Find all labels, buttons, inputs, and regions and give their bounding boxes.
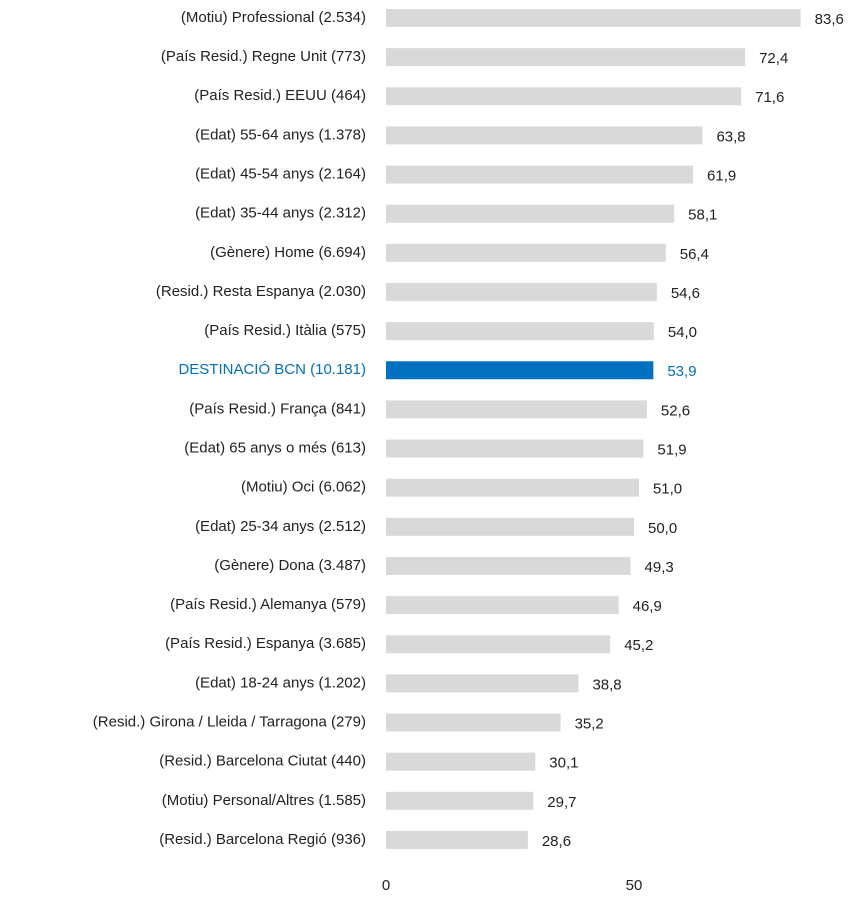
value-label: 45,2 bbox=[624, 637, 653, 654]
value-label: 28,6 bbox=[542, 833, 571, 850]
x-tick-label: 50 bbox=[626, 877, 643, 894]
value-label: 38,8 bbox=[592, 676, 621, 693]
value-label: 72,4 bbox=[759, 50, 788, 67]
y-tick-label: (Edat) 65 anys o més (613) bbox=[184, 440, 366, 457]
y-tick-label: (Resid.) Girona / Lleida / Tarragona (27… bbox=[93, 713, 366, 730]
bar bbox=[386, 791, 534, 810]
y-tick-label: (Motiu) Professional (2.534) bbox=[181, 9, 366, 26]
y-tick-label: (País Resid.) Espanya (3.685) bbox=[165, 635, 366, 652]
y-tick-label: (Gènere) Dona (3.487) bbox=[214, 557, 366, 574]
bar bbox=[386, 713, 561, 732]
bar bbox=[386, 126, 703, 145]
value-label: 54,0 bbox=[668, 324, 697, 341]
y-tick-label: (País Resid.) Regne Unit (773) bbox=[161, 48, 366, 65]
bar bbox=[386, 243, 666, 262]
y-tick-label: (País Resid.) EEUU (464) bbox=[194, 87, 366, 104]
value-label: 56,4 bbox=[680, 246, 709, 263]
value-label: 35,2 bbox=[575, 715, 604, 732]
y-tick-label: (País Resid.) França (841) bbox=[189, 400, 366, 417]
y-tick-label: (Gènere) Home (6.694) bbox=[210, 244, 366, 261]
value-label: 30,1 bbox=[549, 755, 578, 772]
value-label: 51,9 bbox=[657, 442, 686, 459]
y-tick-label: (Motiu) Oci (6.062) bbox=[241, 479, 366, 496]
value-label: 58,1 bbox=[688, 207, 717, 224]
value-label: 46,9 bbox=[633, 598, 662, 615]
bar bbox=[386, 517, 634, 536]
value-label: 52,6 bbox=[661, 402, 690, 419]
bar bbox=[386, 400, 647, 419]
bar bbox=[386, 439, 644, 458]
y-tick-label: (País Resid.) Alemanya (579) bbox=[170, 596, 366, 613]
value-label: 71,6 bbox=[755, 89, 784, 106]
bar bbox=[386, 830, 528, 849]
x-tick-label: 0 bbox=[382, 877, 390, 894]
bar bbox=[386, 635, 611, 654]
bar bbox=[386, 204, 675, 223]
y-tick-label: (País Resid.) Itàlia (575) bbox=[204, 322, 366, 339]
bar bbox=[386, 87, 742, 106]
bar bbox=[386, 48, 746, 67]
bar bbox=[386, 596, 619, 615]
bar bbox=[386, 478, 639, 497]
y-tick-label: (Edat) 18-24 anys (1.202) bbox=[195, 674, 366, 691]
bar bbox=[386, 674, 579, 693]
bar bbox=[386, 165, 694, 184]
value-label: 29,7 bbox=[547, 794, 576, 811]
y-tick-label: (Resid.) Resta Espanya (2.030) bbox=[156, 283, 366, 300]
y-tick-label: (Edat) 55-64 anys (1.378) bbox=[195, 126, 366, 143]
y-tick-label: (Edat) 35-44 anys (2.312) bbox=[195, 205, 366, 222]
y-tick-label: (Resid.) Barcelona Regió (936) bbox=[159, 831, 366, 848]
bar bbox=[386, 322, 654, 341]
bar bbox=[386, 361, 654, 380]
value-label: 54,6 bbox=[671, 285, 700, 302]
bar bbox=[386, 282, 657, 301]
y-tick-label: (Edat) 25-34 anys (2.512) bbox=[195, 518, 366, 535]
value-label: 83,6 bbox=[815, 11, 844, 28]
bar bbox=[386, 9, 801, 27]
value-label: 50,0 bbox=[648, 520, 677, 537]
y-tick-label: (Motiu) Personal/Altres (1.585) bbox=[162, 792, 366, 809]
bar bbox=[386, 752, 536, 771]
y-tick-label: DESTINACIÓ BCN (10.181) bbox=[178, 361, 366, 378]
value-label: 63,8 bbox=[716, 128, 745, 145]
y-tick-label: (Edat) 45-54 anys (2.164) bbox=[195, 166, 366, 183]
bar bbox=[386, 556, 631, 575]
value-label: 51,0 bbox=[653, 481, 682, 498]
y-tick-label: (Resid.) Barcelona Ciutat (440) bbox=[159, 753, 366, 770]
value-label: 61,9 bbox=[707, 168, 736, 185]
value-label: 49,3 bbox=[645, 559, 674, 576]
value-label: 53,9 bbox=[667, 363, 696, 380]
